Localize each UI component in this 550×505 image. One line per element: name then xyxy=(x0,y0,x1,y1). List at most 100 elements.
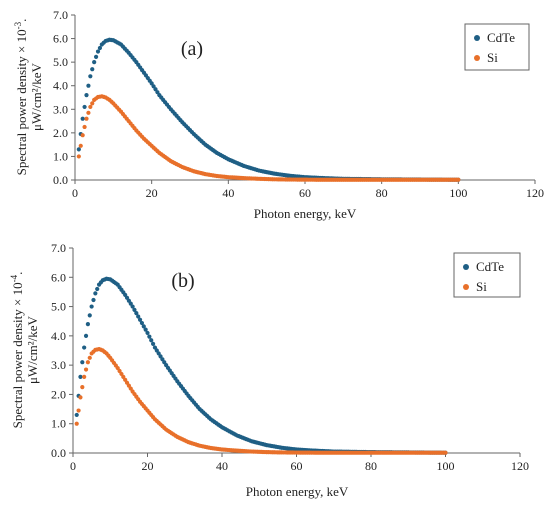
x-tick-label: 0 xyxy=(72,186,78,200)
y-tick-label: 0.0 xyxy=(51,446,66,460)
x-tick-label: 40 xyxy=(222,186,234,200)
data-point xyxy=(74,421,79,426)
data-point xyxy=(149,338,154,343)
y-tick-label: 7.0 xyxy=(53,8,68,22)
y-tick-label: 1.0 xyxy=(53,149,68,163)
data-point xyxy=(78,143,83,148)
data-point xyxy=(443,450,448,455)
legend-marker xyxy=(463,264,469,270)
data-point xyxy=(87,355,92,360)
data-point xyxy=(95,49,101,54)
legend: CdTe Si xyxy=(453,252,521,298)
data-point xyxy=(80,133,85,138)
legend-label: Si xyxy=(476,279,487,294)
data-point xyxy=(83,367,89,372)
legend-label: CdTe xyxy=(487,30,515,45)
legend-marker xyxy=(474,55,480,61)
data-point xyxy=(85,360,90,365)
y-tick-label: 2.0 xyxy=(51,387,66,401)
data-point xyxy=(80,360,85,365)
data-point xyxy=(76,154,81,159)
data-point xyxy=(86,110,91,115)
x-tick-label: 60 xyxy=(299,186,311,200)
data-point xyxy=(97,45,103,51)
x-tick-label: 20 xyxy=(142,459,154,473)
y-axis-title-line1: Spectral power density × 10 xyxy=(14,29,29,175)
data-point xyxy=(136,314,141,319)
panel-label: (b) xyxy=(171,270,194,292)
x-tick-label: 80 xyxy=(376,186,388,200)
data-point xyxy=(74,412,79,418)
data-point xyxy=(134,311,139,316)
chart-panel-a: 0 20 40 60 80 100 120 0.0 1.0 2.0 3.0 4.0 5.0 6.0 7.0 P… xyxy=(13,8,544,221)
data-point xyxy=(93,54,99,59)
data-point xyxy=(78,395,83,400)
data-point xyxy=(88,104,93,110)
y-axis-title-line2: μW/cm²/keV xyxy=(29,62,44,131)
y-tick-label: 5.0 xyxy=(51,300,66,314)
y-axis-title-exponent: -3 xyxy=(13,21,23,29)
data-point xyxy=(139,320,145,326)
x-tick-label: 100 xyxy=(449,186,467,200)
data-point xyxy=(84,116,89,121)
x-tick-label: 120 xyxy=(511,459,529,473)
data-point xyxy=(82,374,87,379)
data-point xyxy=(76,408,81,413)
data-point xyxy=(456,177,461,182)
x-tick-label: 0 xyxy=(70,459,76,473)
data-point xyxy=(80,116,85,121)
data-point xyxy=(90,101,95,106)
data-point xyxy=(132,307,137,312)
chart-panel-b: 0 20 40 60 80 100 120 0.0 1.0 2.0 3.0 4.0 5.0 6.0 7.0 P… xyxy=(9,241,529,499)
data-point xyxy=(85,322,90,327)
y-axis-title-line2: μW/cm²/keV xyxy=(25,315,40,384)
series-cdte xyxy=(76,37,461,182)
data-point xyxy=(87,313,92,318)
x-tick-label: 100 xyxy=(437,459,455,473)
y-tick-label: 3.0 xyxy=(53,102,68,116)
data-point xyxy=(95,286,100,292)
data-point xyxy=(150,341,156,347)
series-si xyxy=(74,346,448,455)
y-axis-title-period: . xyxy=(14,19,29,22)
data-point xyxy=(83,333,89,338)
y-tick-label: 4.0 xyxy=(51,329,66,343)
y-axis-title-line1: Spectral power density × 10 xyxy=(10,282,25,428)
data-point xyxy=(82,124,87,130)
data-point xyxy=(84,93,89,98)
series-cdte xyxy=(74,276,448,455)
y-tick-label: 3.0 xyxy=(51,358,66,372)
legend-marker xyxy=(463,284,469,290)
y-tick-label: 6.0 xyxy=(51,270,66,284)
data-point xyxy=(145,330,150,336)
data-point xyxy=(147,334,152,339)
data-point xyxy=(78,374,83,379)
data-point xyxy=(82,345,87,350)
y-tick-label: 0.0 xyxy=(53,173,68,187)
x-tick-label: 40 xyxy=(216,459,228,473)
y-axis-title: Spectral power density × 10-4. μW/cm²/keV xyxy=(9,272,40,429)
x-axis-title: Photon energy, keV xyxy=(246,484,349,499)
data-point xyxy=(92,60,97,65)
x-axis-title: Photon energy, keV xyxy=(254,206,357,221)
data-point xyxy=(80,385,85,390)
y-tick-label: 6.0 xyxy=(53,32,68,46)
y-tick-label: 4.0 xyxy=(53,79,68,93)
data-point xyxy=(90,67,95,72)
y-tick-label: 2.0 xyxy=(53,126,68,140)
legend-marker xyxy=(474,35,480,41)
x-tick-label: 60 xyxy=(291,459,303,473)
y-tick-label: 7.0 xyxy=(51,241,66,255)
data-point xyxy=(130,304,135,309)
x-tick-label: 20 xyxy=(146,186,158,200)
y-tick-label: 5.0 xyxy=(53,55,68,69)
legend-label: CdTe xyxy=(476,259,504,274)
panel-label: (a) xyxy=(181,38,203,60)
x-tick-label: 120 xyxy=(526,186,544,200)
data-point xyxy=(88,74,93,79)
data-point xyxy=(86,83,91,88)
legend: CdTe Si xyxy=(464,23,530,71)
data-point xyxy=(82,104,87,110)
series-si xyxy=(76,94,461,182)
